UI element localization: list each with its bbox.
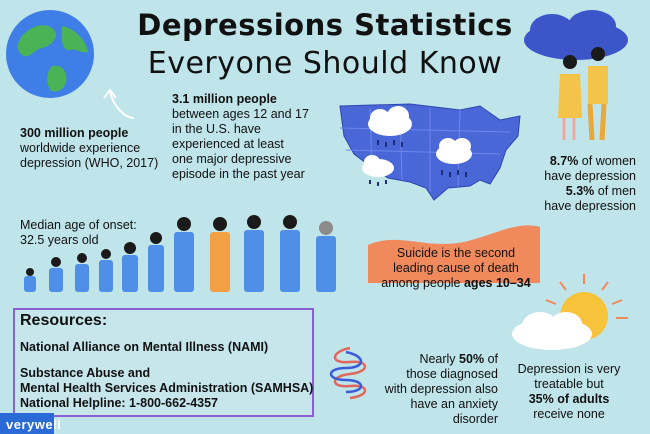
anxiety-stat: Nearly 50% of those diagnosed with depre… bbox=[380, 352, 498, 427]
onset-line1: Median age of onset: bbox=[20, 218, 137, 232]
suicide-line3-bold: ages 10–34 bbox=[463, 276, 531, 290]
anxiety-line4: have an anxiety disorder bbox=[410, 397, 498, 426]
youth-stat-line: in the U.S. have bbox=[172, 122, 261, 136]
suicide-line2: leading cause of death bbox=[393, 261, 519, 275]
global-stat-bold: 300 million people bbox=[20, 126, 129, 140]
couple-icon bbox=[524, 10, 628, 141]
logo-background bbox=[0, 413, 54, 434]
anxiety-line2: those diagnosed bbox=[406, 367, 498, 381]
treatable-line3: 35% of adults bbox=[528, 392, 610, 406]
youth-stat-line: experienced at least bbox=[172, 137, 284, 151]
anxiety-line1-bold: 50% bbox=[459, 352, 485, 366]
scribble-icon bbox=[329, 346, 367, 400]
youth-stat-line: episode in the past year bbox=[172, 167, 305, 181]
global-stat: 300 million people worldwide experience … bbox=[20, 126, 158, 171]
globe-icon bbox=[6, 10, 94, 98]
resource-samhsa-line2: Mental Health Services Administration (S… bbox=[20, 381, 314, 395]
suicide-blob bbox=[368, 225, 540, 283]
anxiety-line1-prefix: Nearly bbox=[419, 352, 456, 366]
global-stat-line2: depression (WHO, 2017) bbox=[20, 156, 159, 170]
rain-cloud-icon bbox=[436, 138, 472, 177]
treatable-line2: treatable but bbox=[534, 377, 604, 391]
women-value: 8.7% bbox=[549, 154, 579, 168]
resources-heading: Resources: bbox=[20, 312, 108, 329]
figures-growth-icon bbox=[24, 215, 336, 292]
global-stat-line1: worldwide experience bbox=[20, 141, 141, 155]
sun-cloud-icon bbox=[512, 274, 628, 350]
suicide-stat: Suicide is the second leading cause of d… bbox=[372, 246, 540, 291]
anxiety-line3: with depression also bbox=[384, 382, 498, 396]
resource-samhsa-line1: Substance Abuse and bbox=[20, 366, 151, 380]
onset-line2: 32.5 years old bbox=[20, 233, 99, 247]
youth-stat: 3.1 million people between ages 12 and 1… bbox=[172, 92, 309, 182]
youth-stat-bold: 3.1 million people bbox=[172, 92, 277, 106]
women-text: of women bbox=[581, 154, 636, 168]
youth-stat-line: between ages 12 and 17 bbox=[172, 107, 309, 121]
suicide-line3-prefix: among people bbox=[381, 276, 461, 290]
suicide-line1: Suicide is the second bbox=[396, 246, 516, 260]
resources-box bbox=[13, 308, 314, 417]
anxiety-line1-suffix: of bbox=[487, 352, 498, 366]
verywell-logo: verywell bbox=[6, 417, 62, 432]
men-text: of men bbox=[597, 184, 636, 198]
resource-nami: National Alliance on Mental Illness (NAM… bbox=[20, 340, 269, 354]
treatable-line4: receive none bbox=[533, 407, 605, 421]
onset-stat: Median age of onset: 32.5 years old bbox=[20, 218, 137, 248]
arrow-icon bbox=[103, 88, 135, 119]
men-value: 5.3% bbox=[565, 184, 595, 198]
women-line2: have depression bbox=[544, 169, 636, 183]
resource-helpline: National Helpline: 1-800-662-4357 bbox=[20, 396, 218, 410]
us-map-icon bbox=[339, 103, 521, 201]
youth-stat-line: one major depressive bbox=[172, 152, 292, 166]
treatable-stat: Depression is very treatable but 35% of … bbox=[506, 362, 632, 422]
treatable-line1: Depression is very bbox=[517, 362, 621, 376]
page-subtitle: Everyone Should Know bbox=[147, 46, 503, 81]
page-title: Depressions Statistics bbox=[137, 8, 513, 42]
rain-cloud-icon bbox=[368, 106, 412, 147]
rain-cloud-icon bbox=[362, 155, 394, 186]
men-line2: have depression bbox=[544, 199, 636, 213]
gender-stat: 8.7% of women have depression 5.3% of me… bbox=[530, 154, 636, 214]
